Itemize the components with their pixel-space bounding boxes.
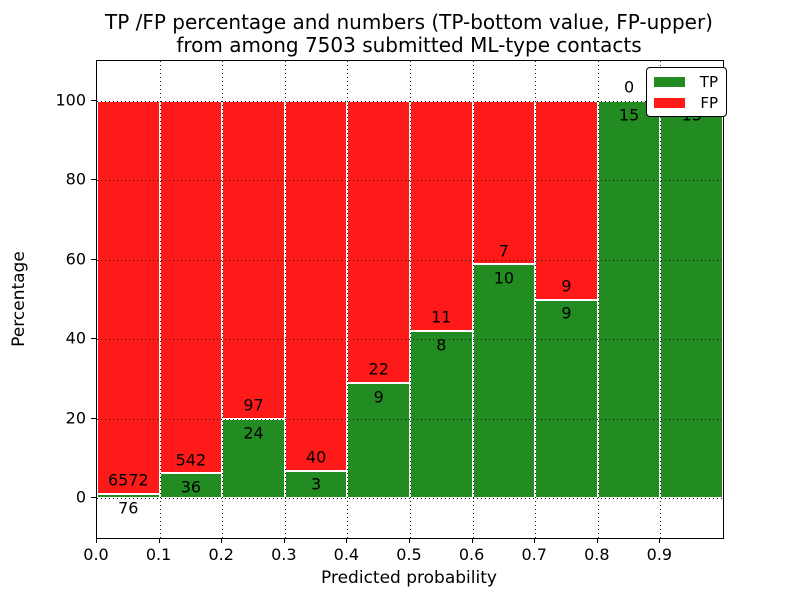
plot-area: 65727654236972440322911871099015013: [96, 60, 724, 539]
gridline-vertical: [410, 61, 411, 538]
tp-count-label: 76: [118, 498, 139, 518]
bar-fp-segment: [472, 100, 536, 265]
legend-label-tp: TP: [699, 72, 718, 91]
fp-count-label: 9: [561, 276, 572, 296]
x-tick-label: 0.8: [584, 545, 610, 564]
bar-fp-segment: [535, 100, 598, 300]
x-tick-label: 0.9: [646, 545, 673, 564]
fp-count-label: 97: [243, 395, 264, 415]
tp-count-label: 15: [618, 105, 640, 125]
fp-count-label: 0: [624, 77, 635, 97]
x-tick-mark: [283, 538, 285, 543]
bar-tp-segment: [159, 473, 223, 499]
fp-count-label: 542: [175, 450, 207, 470]
y-tick-mark: [91, 258, 96, 260]
gridline-vertical: [222, 61, 224, 538]
bar-tp-segment: [472, 264, 536, 499]
tp-count-label: 8: [436, 335, 447, 355]
x-tick-label: 0.2: [208, 545, 234, 564]
fp-count-label: 40: [305, 447, 327, 467]
x-tick-mark: [534, 538, 536, 543]
gridline-vertical: [535, 61, 537, 538]
fp-count-label: 11: [431, 307, 452, 327]
x-tick-mark: [221, 538, 223, 543]
legend-label-fp: FP: [700, 93, 718, 112]
bar-fp-segment: [347, 100, 410, 383]
y-tick-label: 100: [55, 90, 86, 110]
x-tick-mark: [471, 538, 473, 543]
tp-count-label: 3: [311, 474, 322, 494]
x-tick-mark: [346, 538, 348, 543]
y-tick-mark: [91, 338, 96, 340]
x-tick-label: 0.7: [521, 545, 547, 564]
y-tick-label: 80: [65, 169, 86, 189]
bar-fp-segment: [97, 100, 160, 494]
gridline-vertical: [472, 61, 474, 538]
x-tick-label: 0.4: [333, 545, 360, 564]
tp-count-label: 10: [493, 268, 515, 288]
y-tick-mark: [91, 497, 96, 499]
legend: TP FP: [646, 67, 727, 117]
gridline-vertical: [597, 61, 599, 538]
legend-item-fp: FP: [654, 93, 718, 112]
y-tick-mark: [91, 99, 96, 101]
bar-tp-segment: [660, 100, 723, 499]
tp-count-label: 9: [373, 387, 384, 407]
tp-count-label: 24: [243, 423, 264, 443]
fp-swatch-icon: [654, 97, 685, 108]
x-tick-mark: [158, 538, 160, 543]
bar-tp-segment: [97, 493, 160, 499]
fp-count-label: 22: [368, 359, 389, 379]
tp-count-label: 36: [180, 477, 202, 497]
bar-fp-segment: [410, 100, 473, 331]
y-tick-mark: [91, 179, 96, 181]
tp-count-label: 9: [561, 303, 572, 323]
x-tick-mark: [596, 538, 598, 543]
chart-title-line2: from among 7503 submitted ML-type contac…: [176, 33, 642, 57]
bar-fp-segment: [159, 100, 223, 474]
legend-item-tp: TP: [654, 72, 718, 91]
x-tick-label: 0.1: [145, 545, 172, 564]
bar-tp-segment: [284, 470, 348, 499]
y-axis-label: Percentage: [9, 251, 29, 347]
y-tick-mark: [91, 417, 96, 419]
bar-fp-segment: [284, 100, 348, 471]
x-tick-mark: [409, 538, 410, 543]
fp-count-label: 7: [498, 241, 509, 260]
x-tick-label: 0.6: [458, 545, 485, 564]
y-tick-label: 20: [65, 408, 86, 428]
gridline-vertical: [284, 61, 286, 538]
bar-tp-segment: [535, 299, 598, 499]
gridline-vertical: [347, 61, 349, 538]
x-tick-label: 0.3: [271, 545, 297, 564]
x-tick-label: 0.5: [396, 545, 422, 564]
chart-title-line1: TP /FP percentage and numbers (TP-bottom…: [105, 10, 713, 34]
bar-tp-segment: [410, 330, 473, 499]
y-tick-label: 0: [75, 487, 86, 507]
tp-swatch-icon: [654, 76, 685, 87]
y-tick-label: 60: [65, 249, 86, 269]
x-tick-mark: [659, 538, 661, 543]
x-tick-label: 0.0: [83, 545, 109, 564]
y-tick-label: 40: [65, 328, 86, 348]
gridline-vertical: [159, 61, 161, 538]
x-tick-mark: [96, 538, 97, 543]
gridline-vertical: [660, 61, 662, 538]
fp-count-label: 6572: [107, 470, 149, 490]
x-axis-label: Predicted probability: [321, 568, 497, 588]
bar-tp-segment: [597, 100, 661, 499]
